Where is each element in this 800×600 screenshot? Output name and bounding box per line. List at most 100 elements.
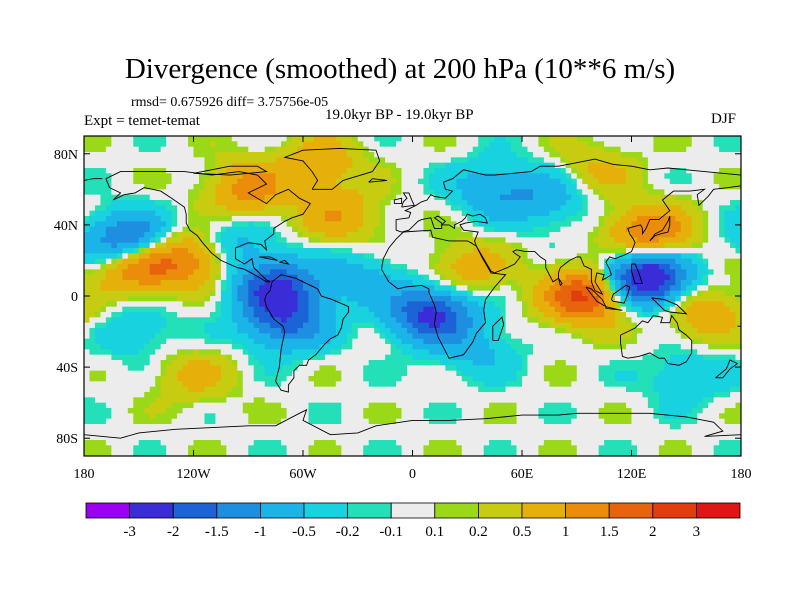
field-cell (155, 259, 161, 265)
field-cell (697, 339, 703, 345)
field-cell (429, 243, 435, 249)
field-cell (270, 349, 276, 355)
field-cell (194, 253, 200, 259)
field-cell (544, 216, 550, 222)
field-cell (391, 157, 397, 163)
field-cell (697, 344, 703, 350)
field-cell (538, 243, 544, 249)
field-cell (210, 221, 216, 227)
field-cell (352, 248, 358, 254)
field-cell (100, 248, 106, 254)
field-cell (84, 280, 90, 286)
field-cell (117, 317, 123, 323)
field-cell (522, 296, 528, 302)
field-cell (615, 157, 621, 163)
field-cell (117, 355, 123, 361)
field-cell (281, 227, 287, 233)
field-cell (336, 317, 342, 323)
field-cell (423, 173, 429, 179)
field-cell (588, 163, 594, 169)
field-cell (194, 317, 200, 323)
field-cell (292, 301, 298, 307)
field-cell (100, 152, 106, 158)
field-cell (150, 285, 156, 291)
field-cell (725, 221, 731, 227)
field-cell (117, 147, 123, 153)
field-cell (632, 147, 638, 153)
field-cell (423, 136, 429, 142)
field-cell (703, 136, 709, 142)
field-cell (725, 312, 731, 318)
field-cell (445, 259, 451, 265)
field-cell (155, 301, 161, 307)
field-cell (347, 355, 353, 361)
field-cell (434, 355, 440, 361)
field-cell (292, 200, 298, 206)
field-cell (714, 227, 720, 233)
field-cell (319, 253, 325, 259)
field-cell (495, 253, 501, 259)
field-cell (681, 227, 687, 233)
field-cell (319, 195, 325, 201)
field-cell (221, 280, 227, 286)
field-cell (391, 147, 397, 153)
field-cell (495, 317, 501, 323)
field-cell (555, 312, 561, 318)
field-cell (599, 243, 605, 249)
field-cell (166, 285, 172, 291)
field-cell (276, 136, 282, 142)
field-cell (221, 264, 227, 270)
field-cell (374, 227, 380, 233)
field-cell (473, 280, 479, 286)
field-cell (265, 152, 271, 158)
field-cell (506, 216, 512, 222)
field-cell (648, 163, 654, 169)
field-cell (177, 184, 183, 190)
field-cell (84, 328, 90, 334)
field-cell (462, 141, 468, 147)
field-cell (166, 189, 172, 195)
field-cell (522, 211, 528, 217)
field-cell (467, 157, 473, 163)
field-cell (418, 328, 424, 334)
field-cell (194, 227, 200, 233)
field-cell (363, 355, 369, 361)
field-cell (210, 349, 216, 355)
field-cell (423, 296, 429, 302)
field-cell (330, 269, 336, 275)
field-cell (577, 349, 583, 355)
field-cell (204, 317, 210, 323)
field-cell (615, 136, 621, 142)
field-cell (303, 344, 309, 350)
field-cell (369, 163, 375, 169)
field-cell (686, 189, 692, 195)
field-cell (708, 328, 714, 334)
field-cell (440, 280, 446, 286)
field-cell (111, 237, 117, 243)
field-cell (549, 285, 555, 291)
field-cell (325, 211, 331, 217)
field-cell (276, 323, 282, 329)
field-cell (347, 317, 353, 323)
field-cell (593, 248, 599, 254)
field-cell (522, 205, 528, 211)
field-cell (199, 339, 205, 345)
field-cell (621, 200, 627, 206)
field-cell (423, 312, 429, 318)
field-cell (204, 285, 210, 291)
field-cell (681, 275, 687, 281)
field-cell (462, 312, 468, 318)
field-cell (122, 328, 128, 334)
field-cell (681, 136, 687, 142)
field-cell (221, 141, 227, 147)
field-cell (254, 136, 260, 142)
field-cell (330, 323, 336, 329)
field-cell (111, 269, 117, 275)
field-cell (489, 163, 495, 169)
field-cell (533, 333, 539, 339)
field-cell (226, 339, 232, 345)
field-cell (385, 216, 391, 222)
field-cell (319, 317, 325, 323)
field-cell (139, 200, 145, 206)
field-cell (653, 259, 659, 265)
